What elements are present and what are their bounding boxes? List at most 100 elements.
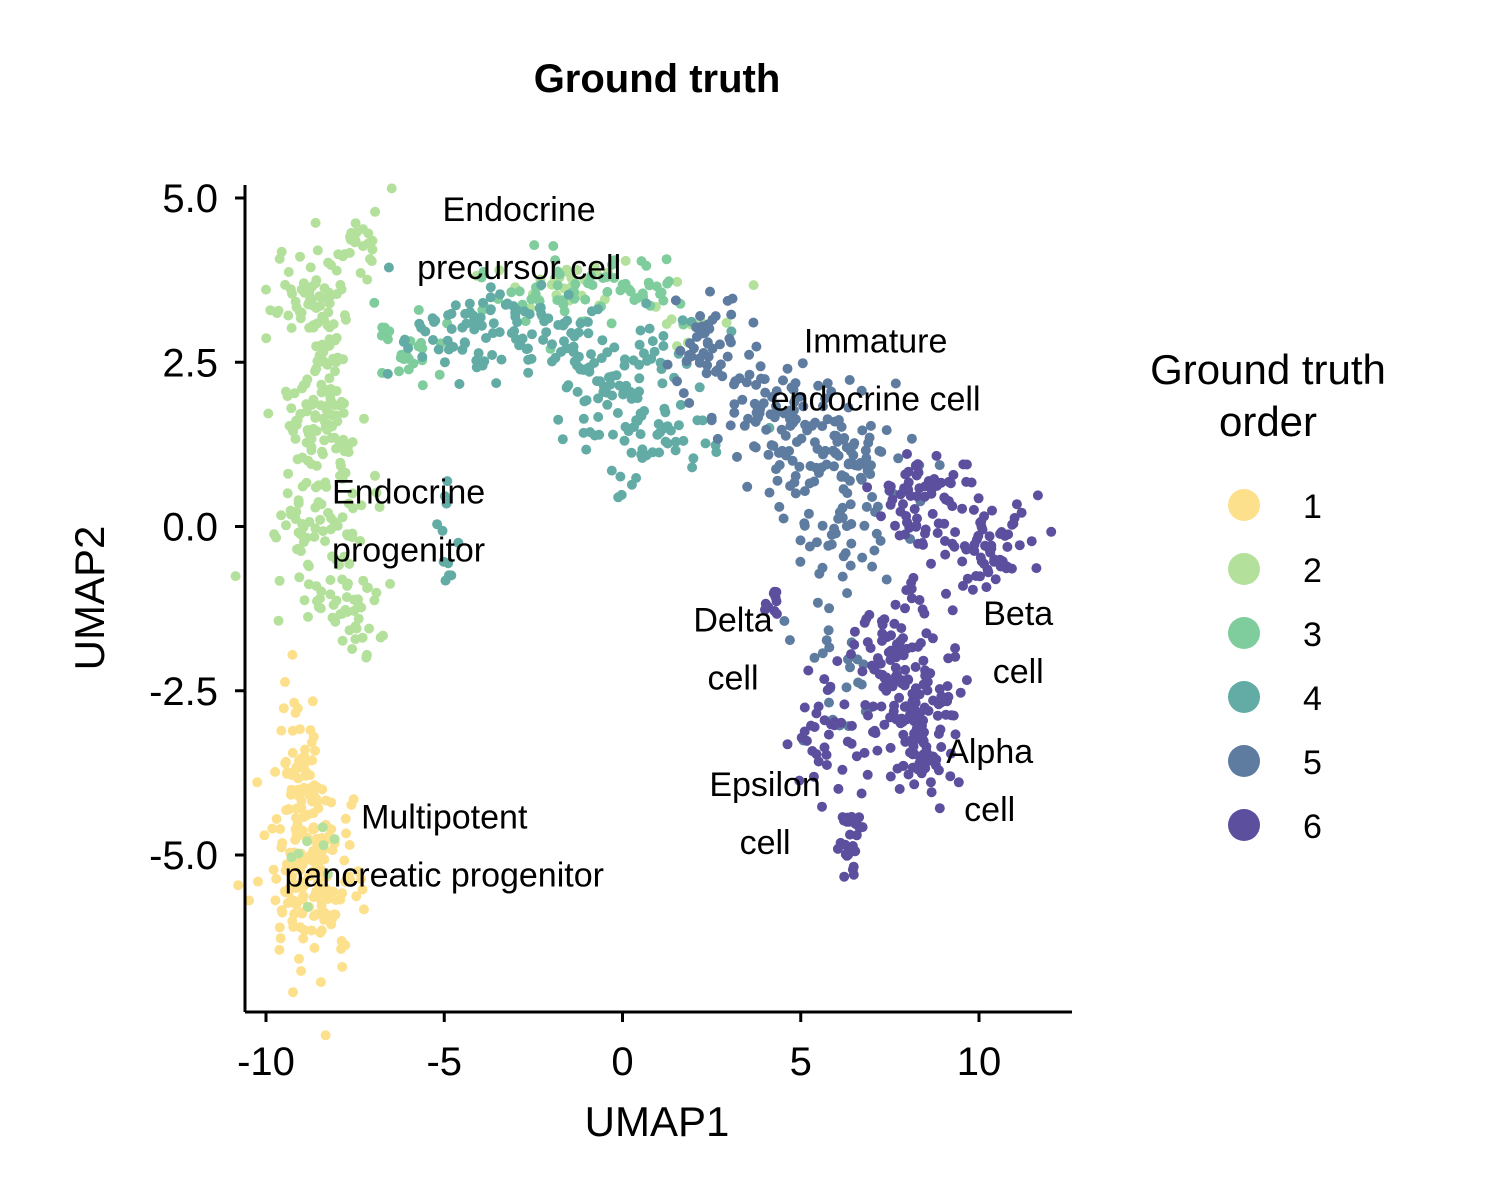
data-point [280,386,291,397]
data-point [841,815,852,826]
data-point [936,691,947,702]
data-point [304,285,315,296]
data-point [351,891,362,902]
data-point [706,415,717,426]
data-point [550,255,561,266]
data-point [764,487,775,498]
data-point [488,328,498,339]
data-point [654,447,665,458]
data-point [748,280,759,291]
data-point [845,560,856,571]
data-point [868,701,879,712]
data-point [417,351,428,362]
data-point [844,475,855,486]
data-point [763,449,774,460]
data-point [821,749,832,760]
data-point [824,603,835,614]
data-point [898,499,908,510]
data-point [572,265,583,275]
data-point [824,642,835,653]
data-point [836,471,847,482]
data-point [1014,540,1025,551]
data-point [675,345,686,356]
data-point [809,722,820,732]
data-point [829,461,839,472]
data-point [327,913,338,924]
data-point [450,300,461,311]
data-point [309,531,320,542]
data-point [331,555,342,566]
data-point [325,524,336,535]
data-point [817,421,828,432]
data-point [839,871,850,882]
data-point [298,812,309,823]
data-point [920,481,931,492]
data-point [289,896,300,906]
data-point [802,425,813,436]
data-point [305,784,316,795]
data-point [901,585,912,596]
data-point [598,273,608,283]
data-point [831,430,842,441]
data-point [619,435,630,446]
data-point [714,339,725,350]
data-point [364,623,375,634]
data-point [311,581,322,592]
data-point [297,908,308,919]
data-point [607,390,618,401]
data-point [940,494,951,505]
data-point [347,488,358,499]
data-point [861,453,872,464]
data-point [950,729,961,740]
data-point [358,904,369,915]
data-point [778,375,788,386]
data-point [371,587,382,598]
data-point [608,429,618,440]
data-point [877,635,887,646]
data-point [274,944,285,955]
data-point [662,359,673,370]
data-point [619,354,630,365]
data-point [782,739,793,750]
data-point [899,701,910,712]
data-point [809,437,820,448]
data-point [322,341,332,352]
data-point [465,307,476,318]
data-point [589,261,600,272]
data-point [434,369,445,380]
data-point [749,441,759,452]
data-point [829,523,840,534]
data-point [940,549,951,560]
data-point [1046,526,1057,537]
data-point [581,444,592,455]
data-point [701,368,712,379]
data-point [755,403,766,414]
data-point [917,720,927,731]
data-point [283,804,294,815]
data-point [710,366,721,377]
data-point [862,769,873,780]
data-point [298,933,309,944]
data-point [784,446,795,456]
data-point [920,524,931,535]
data-point [310,410,321,421]
data-point [637,453,648,463]
data-point [338,354,349,365]
data-point [826,539,837,550]
data-point [339,855,350,866]
data-point [563,380,574,391]
data-point [942,681,953,692]
data-point [768,588,779,599]
data-point [417,380,428,391]
data-point [276,246,287,257]
data-point [913,538,924,549]
data-point [900,603,910,614]
data-point [896,713,907,724]
data-point [872,653,883,664]
data-point [984,531,995,542]
data-point [969,539,980,550]
cell-type-annotation: Delta cell [693,602,772,698]
data-point [301,406,312,417]
data-point [926,488,937,499]
y-tick-label: -5.0 [149,834,218,878]
